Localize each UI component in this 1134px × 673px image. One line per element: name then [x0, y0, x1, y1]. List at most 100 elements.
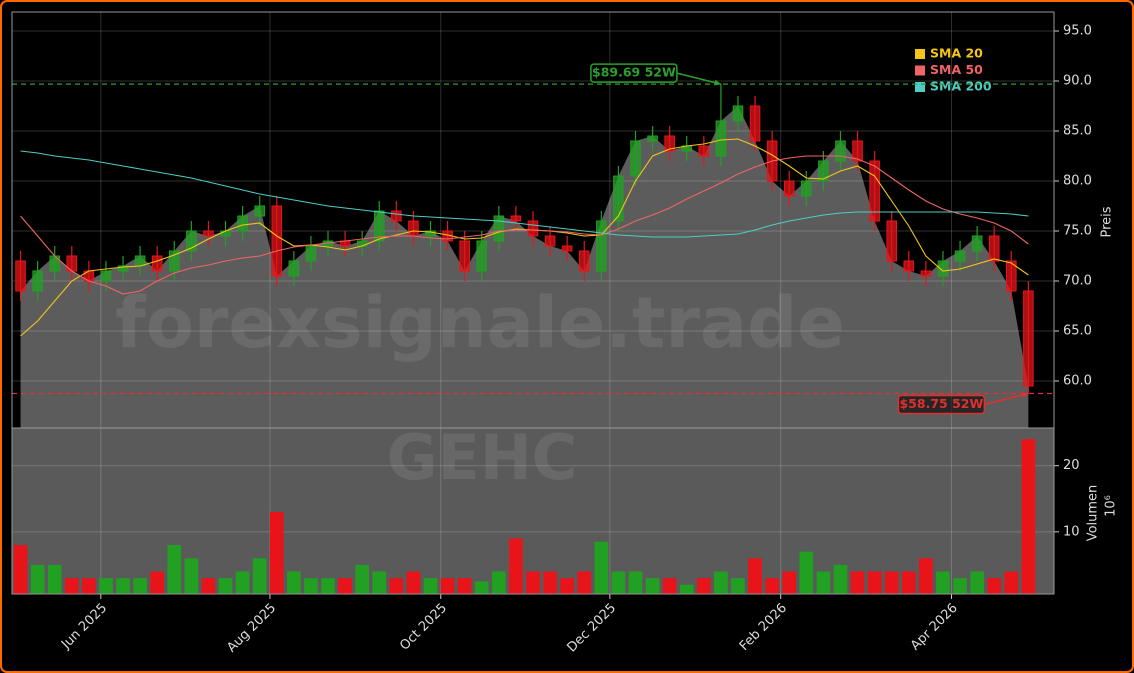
volume-bar	[662, 578, 677, 594]
volume-bar	[99, 578, 113, 594]
volume-bar	[474, 581, 489, 594]
volume-bar	[13, 545, 28, 594]
candle-body	[903, 260, 915, 272]
volume-bar	[970, 571, 984, 594]
candle-body	[835, 140, 846, 162]
volume-axis-label: Volumen	[1086, 485, 1101, 542]
volume-bar	[423, 578, 438, 594]
volume-bar	[304, 578, 318, 594]
candle-body	[578, 250, 590, 272]
candle-body	[783, 180, 795, 197]
volume-tick-label: 10	[1063, 524, 1080, 539]
volume-bar	[287, 571, 301, 594]
candle-body	[32, 270, 43, 292]
candle-body	[630, 140, 641, 177]
volume-bar	[1004, 571, 1019, 594]
volume-bar	[731, 578, 745, 594]
candle-body	[271, 205, 283, 277]
candle-body	[852, 140, 863, 162]
volume-bar	[218, 578, 233, 594]
volume-bar	[116, 578, 130, 594]
y-tick-label: 75.0	[1063, 224, 1092, 239]
volume-bar	[440, 578, 455, 594]
volume-bar	[816, 571, 831, 594]
watermark: forexsignale.trade	[115, 282, 844, 364]
candle-body	[459, 240, 470, 272]
annotation-arrow	[676, 72, 722, 85]
candle-body	[356, 240, 368, 247]
y-axis-label: Preis	[1100, 206, 1115, 237]
volume-bar	[953, 578, 967, 594]
volume-bar	[133, 578, 147, 594]
candle-body	[527, 220, 539, 237]
volume-bar	[338, 578, 352, 594]
volume-bar	[987, 578, 1002, 594]
volume-bar	[1021, 439, 1036, 594]
volume-bar	[82, 578, 96, 594]
volume-bar	[884, 571, 899, 594]
candle-body	[715, 120, 727, 157]
legend-swatch	[915, 82, 925, 92]
volume-bar	[696, 578, 711, 594]
sma-line	[20, 150, 1029, 238]
volume-bar	[714, 571, 728, 594]
candle-body	[749, 105, 761, 142]
volume-bar	[526, 571, 540, 594]
volume-bar	[867, 571, 882, 594]
annotation-label: $89.69 52W	[592, 65, 676, 80]
volume-tick-label: 20	[1063, 458, 1080, 473]
volume-bar	[492, 571, 506, 594]
y-tick-label: 95.0	[1063, 24, 1092, 39]
y-tick-label: 70.0	[1063, 274, 1092, 289]
candle-body	[544, 235, 556, 247]
legend-label: SMA 50	[930, 62, 983, 77]
volume-unit-label: 10⁶	[1104, 495, 1119, 517]
candle-body	[732, 105, 744, 122]
volume-bar	[560, 578, 574, 594]
volume-bar	[919, 558, 933, 594]
volume-bar	[799, 551, 814, 594]
candle-body	[596, 220, 607, 272]
volume-bar	[167, 545, 182, 594]
volume-bar	[201, 578, 216, 594]
volume-bar	[150, 571, 165, 594]
sma-line	[20, 155, 1029, 295]
annotation-label: $58.75 52W	[899, 396, 983, 411]
candle-body	[561, 245, 573, 252]
mark-layer	[13, 84, 1036, 594]
volume-bar	[30, 564, 45, 594]
candle-body	[391, 210, 402, 222]
candle-body	[186, 230, 197, 252]
candle-body	[510, 215, 522, 222]
candle-body	[288, 260, 300, 277]
annotation-arrow	[984, 392, 1029, 406]
candle-body	[886, 220, 898, 262]
y-tick-label: 80.0	[1063, 174, 1092, 189]
y-tick-label: 60.0	[1063, 374, 1092, 389]
legend-label: SMA 20	[930, 46, 983, 61]
price-area	[20, 106, 1029, 428]
candle-body	[476, 240, 488, 272]
volume-bar	[47, 564, 62, 594]
grid-layer	[12, 12, 1054, 594]
volume-bar	[184, 558, 199, 594]
volume-bar	[645, 578, 660, 594]
legend-label: SMA 200	[930, 79, 992, 94]
candle-body	[168, 250, 180, 272]
volume-bar	[594, 541, 609, 594]
volume-bar	[321, 578, 335, 594]
annotation-arrowhead	[1021, 392, 1029, 398]
legend-swatch	[915, 49, 925, 59]
volume-bar	[355, 564, 370, 594]
volume-bar	[372, 571, 387, 594]
volume-bar	[748, 558, 762, 594]
volume-bar	[936, 571, 950, 594]
legend-swatch	[915, 65, 925, 76]
volume-panel-border	[11, 427, 1055, 595]
volume-bar	[457, 578, 472, 594]
candle-body	[1006, 260, 1017, 292]
candle-body	[203, 230, 214, 237]
y-tick-label: 85.0	[1063, 124, 1092, 139]
candle-body	[664, 135, 675, 152]
